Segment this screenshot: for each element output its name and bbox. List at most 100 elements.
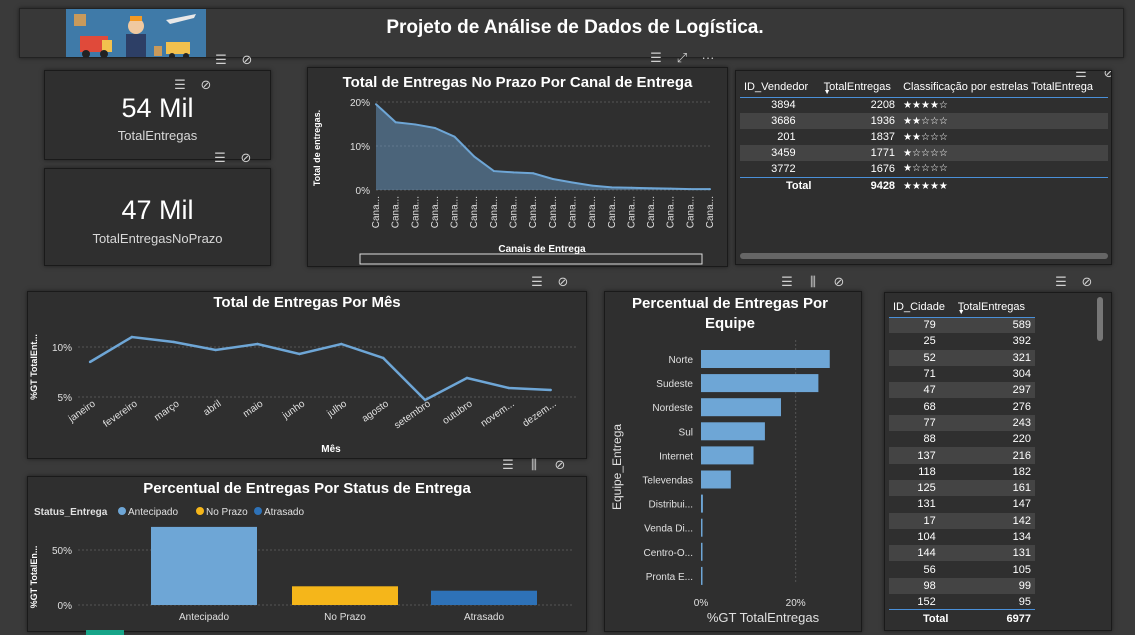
table-row[interactable]: 144 131 — [889, 545, 1035, 562]
no-filter-icon[interactable]: ⊘ — [1081, 274, 1093, 289]
table-row[interactable]: 77 243 — [889, 414, 1035, 432]
bar[interactable] — [701, 374, 819, 393]
table-row[interactable]: 3459 1771 ★☆☆☆☆ — [740, 145, 1108, 161]
filter-icon[interactable]: ☰ — [650, 50, 662, 65]
cidade-id: 71 — [923, 368, 936, 381]
table-row[interactable]: 137 216 — [889, 447, 1035, 464]
table-row[interactable]: 25 392 — [889, 333, 1035, 349]
filter-icon[interactable]: ☰ — [174, 77, 186, 92]
scroll-region[interactable] — [359, 253, 703, 265]
x-axis-label: Mês — [321, 444, 341, 455]
column-header[interactable]: ID_Cidade — [893, 300, 945, 313]
no-filter-icon[interactable]: ⊘ — [241, 52, 253, 67]
table-row[interactable]: 201 1837 ★★☆☆☆ — [740, 129, 1108, 145]
total-entregas: 2208 — [870, 99, 896, 112]
table-row[interactable]: 118 182 — [889, 464, 1035, 480]
bar[interactable] — [701, 446, 754, 465]
table-row[interactable]: 79 589 — [889, 317, 1035, 334]
vendedor-id: 201 — [777, 131, 796, 143]
table-row[interactable]: 125 161 — [889, 479, 1035, 497]
filter-icon[interactable]: ☰ — [531, 274, 543, 289]
data-point — [492, 170, 495, 173]
table-row[interactable]: 131 147 — [889, 496, 1035, 512]
vertical-scrollbar[interactable] — [1097, 297, 1103, 341]
table-row[interactable]: 3686 1936 ★★☆☆☆ — [740, 113, 1108, 129]
bar[interactable] — [701, 494, 703, 513]
cidade-id: 152 — [917, 596, 936, 609]
table-row[interactable]: 3772 1676 ★☆☆☆☆ — [740, 161, 1108, 177]
vendedor-table: ☰ ⊘ ID_Vendedor TotalEntregas▼ Classifica… — [735, 70, 1112, 265]
chart-status-entrega[interactable]: Percentual de Entregas Por Status de Ent… — [27, 476, 587, 632]
data-point — [473, 155, 476, 158]
filter-icon[interactable]: ☰ — [214, 150, 226, 165]
horizontal-scrollbar[interactable] — [740, 253, 1108, 259]
table-row[interactable]: 71 304 — [889, 366, 1035, 382]
chart-equipe[interactable]: Percentual de Entregas Por Equipe 0% 20% N… — [604, 291, 862, 632]
x-tick-label: fevereiro — [101, 398, 140, 430]
no-filter-icon[interactable]: ⊘ — [557, 274, 569, 289]
filter-icon[interactable]: ☰ — [1055, 274, 1067, 289]
x-tick-label: Cana... — [410, 196, 421, 228]
y-axis-label: %GT TotalEn... — [29, 546, 39, 609]
bar[interactable] — [292, 586, 398, 605]
bar[interactable] — [431, 590, 537, 605]
filter-icon[interactable]: ☰ — [502, 457, 514, 472]
bar[interactable] — [701, 422, 765, 441]
bar[interactable] — [151, 526, 257, 605]
filter-icon[interactable]: ☰ — [781, 274, 793, 289]
chart-title: Total de Entregas Por Mês — [213, 294, 401, 311]
page-title: Projeto de Análise de Dados de Logística… — [386, 17, 764, 38]
data-point — [88, 360, 92, 364]
table-row[interactable]: 98 99 — [889, 577, 1035, 595]
table-row[interactable]: 88 220 — [889, 431, 1035, 447]
no-filter-icon[interactable]: ⊘ — [200, 77, 212, 92]
data-point — [130, 335, 134, 339]
y-tick-label: Distribui... — [649, 500, 693, 511]
table-row[interactable]: 68 276 — [889, 398, 1035, 414]
bar[interactable] — [701, 398, 781, 417]
chart-title: Total de Entregas No Prazo Por Canal de … — [342, 74, 693, 91]
bar[interactable] — [701, 350, 830, 368]
more-options-icon[interactable]: ··· — [701, 50, 715, 65]
table-row[interactable]: 3894 2208 ★★★★☆ — [740, 97, 1108, 113]
bar[interactable] — [701, 470, 731, 489]
kpi-label: TotalEntregasNoPrazo — [92, 231, 223, 246]
y-axis-label: Equipe_Entrega — [610, 424, 624, 510]
no-filter-icon[interactable]: ⊘ — [1102, 71, 1111, 81]
data-point — [172, 340, 175, 344]
y-tick-label: Internet — [659, 451, 693, 462]
table-row[interactable]: 104 134 — [889, 529, 1035, 545]
area-fill — [376, 104, 710, 190]
table-row[interactable]: 152 95 — [889, 594, 1035, 610]
table-row[interactable]: 52 321 — [889, 349, 1035, 366]
column-header[interactable]: ID_Vendedor — [744, 80, 809, 93]
column-header-sorted[interactable]: TotalEntregas ▼ — [957, 300, 1026, 316]
filter-icon[interactable]: ☰ — [215, 52, 227, 67]
total-entregas: 95 — [1018, 596, 1031, 609]
y-tick-label: Norte — [669, 355, 694, 366]
visual-type-icon[interactable]: ⫼ — [810, 274, 816, 289]
no-filter-icon[interactable]: ⊘ — [833, 274, 845, 289]
total-label: Total — [786, 180, 812, 193]
bar[interactable] — [701, 566, 703, 585]
table-row[interactable]: 56 105 — [889, 561, 1035, 577]
chart-canal-entrega[interactable]: Total de Entregas No Prazo Por Canal de … — [307, 67, 728, 267]
table-row[interactable]: 47 297 — [889, 382, 1035, 399]
table-row[interactable]: 17 142 — [889, 512, 1035, 529]
tick-label: 5% — [58, 393, 73, 404]
no-filter-icon[interactable]: ⊘ — [554, 457, 566, 472]
chart-entregas-por-mes[interactable]: Total de Entregas Por Mês 10% 5% janeiro fe… — [27, 291, 587, 459]
bar[interactable] — [701, 542, 703, 561]
x-tick-label: Cana... — [430, 196, 441, 228]
filter-icon[interactable]: ☰ — [1075, 70, 1087, 80]
bar[interactable] — [701, 518, 703, 537]
page-tab-indicator[interactable] — [86, 630, 124, 635]
vendedor-id: 3686 — [771, 115, 796, 127]
no-filter-icon[interactable]: ⊘ — [240, 150, 252, 165]
column-header-sorted[interactable]: TotalEntregas ▼ — [823, 80, 891, 96]
total-value: 6977 — [1006, 613, 1031, 625]
x-tick-label: Cana... — [567, 196, 578, 228]
column-header[interactable]: Classificação por estrelas TotalEntrega — [903, 80, 1094, 93]
focus-mode-icon[interactable]: ⤢ — [676, 50, 688, 65]
visual-type-icon[interactable]: ⫼ — [531, 457, 537, 472]
